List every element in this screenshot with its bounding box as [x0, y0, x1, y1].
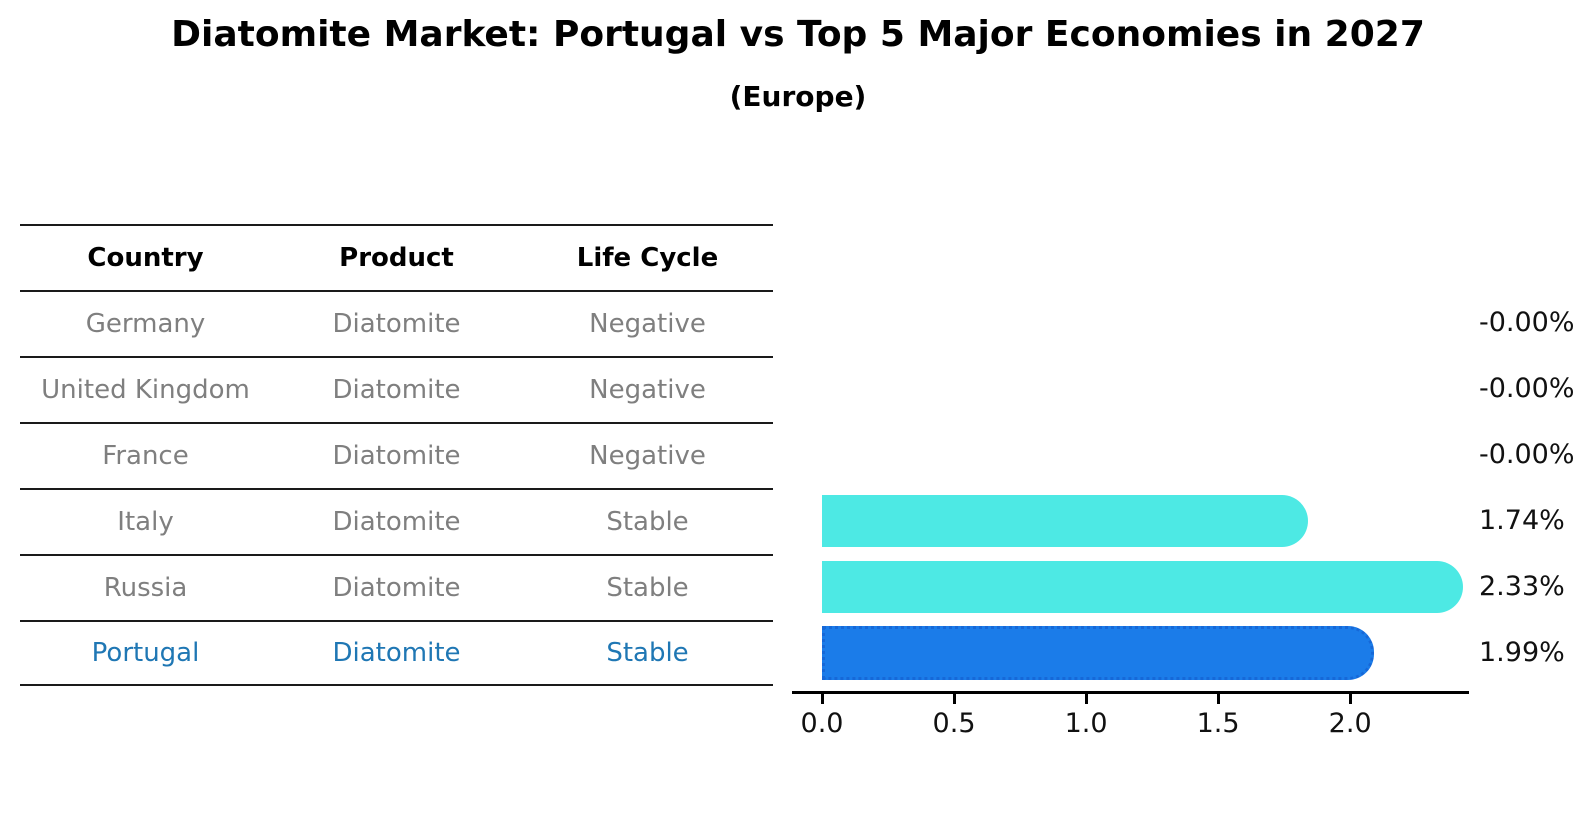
- x-tick-label-0.0: 0.0: [800, 708, 844, 739]
- cell-product: Diatomite: [332, 638, 461, 668]
- cell-life-cycle: Negative: [589, 309, 706, 339]
- cell-life-cycle: Stable: [606, 573, 689, 603]
- cell-life-cycle: Stable: [606, 507, 689, 537]
- table-row-portugal: Portugal Diatomite Stable: [20, 620, 773, 686]
- cell-country: United Kingdom: [41, 375, 250, 405]
- x-tick-label-0.5: 0.5: [932, 708, 976, 739]
- value-label-russia: 2.33%: [1479, 570, 1565, 602]
- column-header-product: Product: [339, 243, 454, 273]
- value-label-france: -0.00%: [1479, 438, 1575, 470]
- cell-country: Italy: [117, 507, 174, 537]
- x-tick-label-1.0: 1.0: [1064, 708, 1108, 739]
- value-label-portugal: 1.99%: [1479, 636, 1565, 668]
- page-subtitle: (Europe): [729, 80, 867, 113]
- x-tick-mark-1.0: [1084, 694, 1088, 704]
- cell-product: Diatomite: [332, 309, 461, 339]
- table-row-germany: Germany Diatomite Negative: [20, 290, 773, 356]
- cell-product: Diatomite: [332, 573, 461, 603]
- table-row-italy: Italy Diatomite Stable: [20, 488, 773, 554]
- x-tick-mark-2.0: [1348, 694, 1352, 704]
- cell-country: Portugal: [91, 638, 200, 668]
- cell-life-cycle: Negative: [589, 375, 706, 405]
- value-label-germany: -0.00%: [1479, 306, 1575, 338]
- column-header-country: Country: [87, 243, 204, 273]
- cell-life-cycle: Negative: [589, 441, 706, 471]
- table-header-row: Country Product Life Cycle: [20, 224, 773, 290]
- page-title: Diatomite Market: Portugal vs Top 5 Majo…: [171, 14, 1425, 55]
- value-label-united-kingdom: -0.00%: [1479, 372, 1575, 404]
- bar-portugal: [822, 626, 1374, 680]
- value-label-italy: 1.74%: [1479, 504, 1565, 536]
- x-tick-mark-1.5: [1216, 694, 1220, 704]
- cell-product: Diatomite: [332, 507, 461, 537]
- cell-country: Germany: [85, 309, 206, 339]
- cell-life-cycle: Stable: [606, 638, 689, 668]
- cell-country: France: [102, 441, 189, 471]
- comparison-table: Country Product Life Cycle Germany Diato…: [20, 224, 773, 686]
- column-header-life-cycle: Life Cycle: [576, 243, 719, 273]
- table-row-united-kingdom: United Kingdom Diatomite Negative: [20, 356, 773, 422]
- bar-italy: [822, 495, 1308, 547]
- x-tick-mark-0.5: [952, 694, 956, 704]
- cell-country: Russia: [103, 573, 188, 603]
- table-row-russia: Russia Diatomite Stable: [20, 554, 773, 620]
- cell-product: Diatomite: [332, 441, 461, 471]
- x-tick-mark-0.0: [820, 694, 824, 704]
- x-tick-label-2.0: 2.0: [1328, 708, 1372, 739]
- x-tick-label-1.5: 1.5: [1196, 708, 1240, 739]
- x-axis-line: [792, 691, 1469, 694]
- table-row-france: France Diatomite Negative: [20, 422, 773, 488]
- bar-russia: [822, 561, 1464, 613]
- cell-product: Diatomite: [332, 375, 461, 405]
